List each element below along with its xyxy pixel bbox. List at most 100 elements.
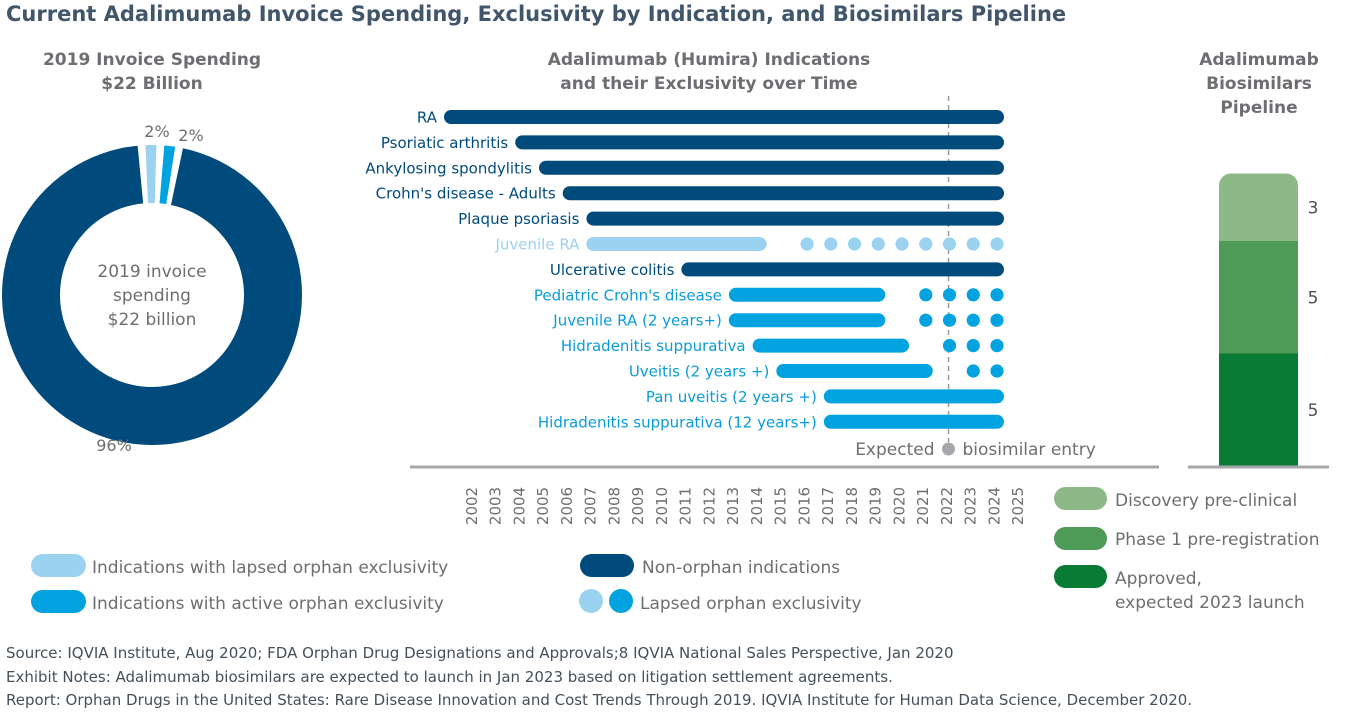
pipeline-segment-discovery (1219, 173, 1298, 241)
annotation-expected: Expected (855, 440, 934, 460)
donut-title-line2: $22 Billion (101, 74, 202, 94)
year-tick-label: 2016 (795, 487, 813, 525)
lapsed-dot (919, 237, 933, 251)
year-tick-label: 2009 (629, 487, 647, 525)
indication-label: Psoriatic arthritis (381, 134, 508, 152)
donut-label-non-orphan: 96% (96, 436, 132, 455)
indication-label: Pan uveitis (2 years +) (646, 388, 817, 406)
report-citation: Report: Orphan Drugs in the United State… (6, 691, 1193, 709)
year-tick-label: 2025 (1009, 487, 1027, 525)
year-tick-label: 2020 (890, 487, 908, 525)
lapsed-dot (847, 237, 862, 251)
legend-label-approved-line2: expected 2023 launch (1115, 593, 1305, 613)
indication-label: Plaque psoriasis (458, 210, 579, 228)
year-tick-label: 2024 (985, 487, 1003, 525)
legend-dot-active (609, 589, 633, 613)
year-tick-label: 2005 (534, 487, 552, 525)
donut-center-line1: 2019 invoice (97, 262, 206, 282)
indication-label: Hidradenitis suppurativa (12 years+) (538, 413, 817, 431)
lapsed-dot (942, 237, 957, 251)
pipeline-title-line1: Adalimumab (1199, 50, 1319, 70)
donut-center-line3: $22 billion (108, 310, 197, 330)
pipeline-stack (1219, 173, 1298, 466)
legend-swatch-non-orphan (580, 554, 634, 577)
main-title: Current Adalimumab Invoice Spending, Exc… (6, 2, 1067, 26)
pipeline-value-label: 5 (1308, 288, 1319, 308)
donut-center-line2: spending (113, 286, 191, 306)
lapsed-dot (966, 313, 980, 327)
lapsed-dot (800, 237, 814, 251)
year-tick-label: 2019 (867, 487, 885, 525)
legend-label-active: Indications with active orphan exclusivi… (92, 594, 444, 614)
year-tick-label: 2002 (463, 487, 481, 525)
indication-label: Pediatric Crohn's disease (534, 286, 722, 304)
pipeline-chart: Adalimumab Biosimilars Pipeline 5 5 3 (1188, 50, 1329, 469)
legend-swatch-approved (1054, 565, 1107, 588)
source-note: Source: IQVIA Institute, Aug 2020; FDA O… (6, 644, 954, 662)
year-tick-label: 2003 (487, 487, 505, 525)
lapsed-dot (966, 339, 980, 353)
annotation-biosimilar-entry: biosimilar entry (963, 440, 1096, 460)
timeline-chart: Adalimumab (Humira) Indications and their… (365, 50, 1159, 525)
lapsed-dot (990, 339, 1004, 353)
indication-label: Uveitis (2 years +) (629, 363, 770, 381)
year-tick-label: 2006 (558, 487, 576, 525)
indication-label: Ulcerative colitis (550, 261, 675, 279)
donut-slice-active (159, 145, 176, 205)
lapsed-dot (824, 237, 838, 251)
legend-label-approved-line1: Approved, (1115, 569, 1202, 589)
year-tick-label: 2015 (772, 487, 790, 525)
pipeline-segment-approved (1219, 353, 1298, 466)
lapsed-dot (871, 237, 885, 251)
indication-label: Juvenile RA (494, 236, 580, 254)
pipeline-title-line3: Pipeline (1220, 98, 1297, 118)
lapsed-dot (942, 288, 957, 302)
year-tick-label: 2008 (605, 487, 623, 525)
lapsed-dot (942, 313, 957, 327)
donut-slice-non-orphan (1, 145, 303, 446)
donut-chart: 2019 Invoice Spending $22 Billion 2% 2% 96% 2… (1, 50, 303, 455)
legend-label-discovery: Discovery pre-clinical (1115, 491, 1297, 511)
year-tick-label: 2017 (819, 487, 837, 525)
indication-label: Juvenile RA (2 years+) (552, 312, 722, 330)
legend: Indications with lapsed orphan exclusivi… (31, 487, 1319, 614)
indication-label: Ankylosing spondylitis (365, 159, 532, 177)
donut-title-line1: 2019 Invoice Spending (43, 50, 261, 70)
legend-label-dots: Lapsed orphan exclusivity (640, 594, 862, 614)
timeline-title-line2: and their Exclusivity over Time (560, 74, 857, 94)
pipeline-segment-phase1 (1219, 241, 1298, 354)
lapsed-dot (990, 288, 1004, 302)
lapsed-dot (919, 313, 933, 327)
year-tick-label: 2021 (914, 487, 932, 525)
year-tick-label: 2012 (700, 487, 718, 525)
year-tick-label: 2023 (962, 487, 980, 525)
year-tick-label: 2013 (724, 487, 742, 525)
donut-slice-lapsed (145, 145, 157, 204)
lapsed-dot (966, 288, 980, 302)
pipeline-value-label: 3 (1308, 198, 1319, 218)
legend-label-non-orphan: Non-orphan indications (642, 558, 840, 578)
pipeline-value-label: 5 (1308, 401, 1319, 421)
donut-label-active: 2% (178, 126, 203, 145)
legend-swatch-active (31, 590, 86, 613)
year-tick-label: 2007 (582, 487, 600, 525)
year-tick-label: 2022 (938, 487, 956, 525)
legend-swatch-discovery (1054, 487, 1107, 510)
year-tick-label: 2011 (677, 487, 695, 525)
lapsed-dot (990, 313, 1004, 327)
pipeline-title-line2: Biosimilars (1206, 74, 1312, 94)
year-tick-label: 2010 (653, 487, 671, 525)
legend-swatch-lapsed (31, 554, 86, 577)
expected-entry-marker (942, 442, 956, 456)
year-tick-label: 2014 (748, 487, 766, 525)
indication-label: RA (417, 109, 438, 127)
legend-swatch-phase1 (1054, 527, 1107, 550)
lapsed-dot (895, 237, 909, 251)
timeline-title-line1: Adalimumab (Humira) Indications (548, 50, 871, 70)
lapsed-dot (966, 237, 980, 251)
indication-label: Crohn's disease - Adults (376, 185, 556, 203)
donut-label-lapsed: 2% (144, 122, 169, 141)
lapsed-dot (990, 237, 1004, 251)
